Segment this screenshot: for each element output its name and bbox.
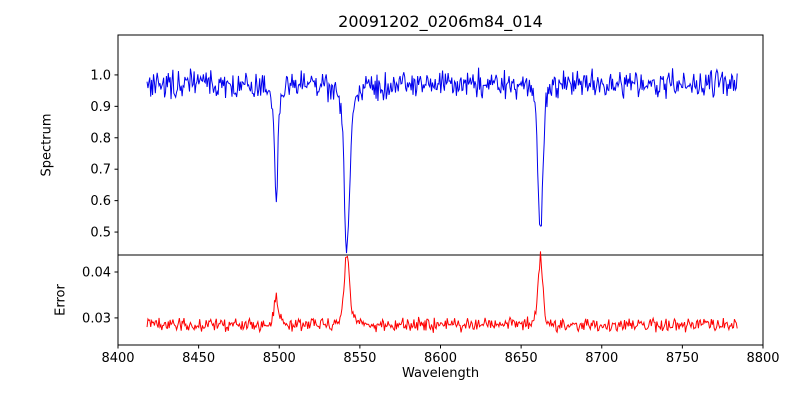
x-tick-label: 8550 — [343, 351, 376, 366]
error-line — [146, 251, 738, 334]
x-tick-label: 8450 — [182, 351, 215, 366]
x-tick-label: 8650 — [505, 351, 538, 366]
x-tick-label: 8600 — [424, 351, 457, 366]
x-tick-label: 8700 — [585, 351, 618, 366]
chart-title: 20091202_0206m84_014 — [338, 12, 543, 31]
error-y-tick-label: 0.03 — [82, 311, 111, 326]
x-tick-label: 8800 — [746, 351, 779, 366]
x-axis-label: Wavelength — [401, 366, 480, 381]
spectrum-y-tick-label: 0.8 — [90, 131, 111, 146]
spectrum-y-tick-label: 0.7 — [90, 163, 111, 178]
spectrum-y-tick-label: 0.6 — [90, 194, 111, 209]
spectrum-line — [146, 67, 738, 254]
spectrum-y-tick-label: 0.9 — [90, 100, 111, 115]
spectrum-axes-frame — [117, 34, 764, 256]
x-tick-label: 8400 — [101, 351, 134, 366]
error-axes-frame — [117, 254, 764, 346]
error-y-tick-label: 0.04 — [82, 265, 111, 280]
spectrum-y-tick-label: 1.0 — [90, 68, 111, 83]
x-tick-label: 8500 — [263, 351, 296, 366]
x-tick-label: 8750 — [666, 351, 699, 366]
spectrum-y-tick-label: 0.5 — [90, 226, 111, 241]
